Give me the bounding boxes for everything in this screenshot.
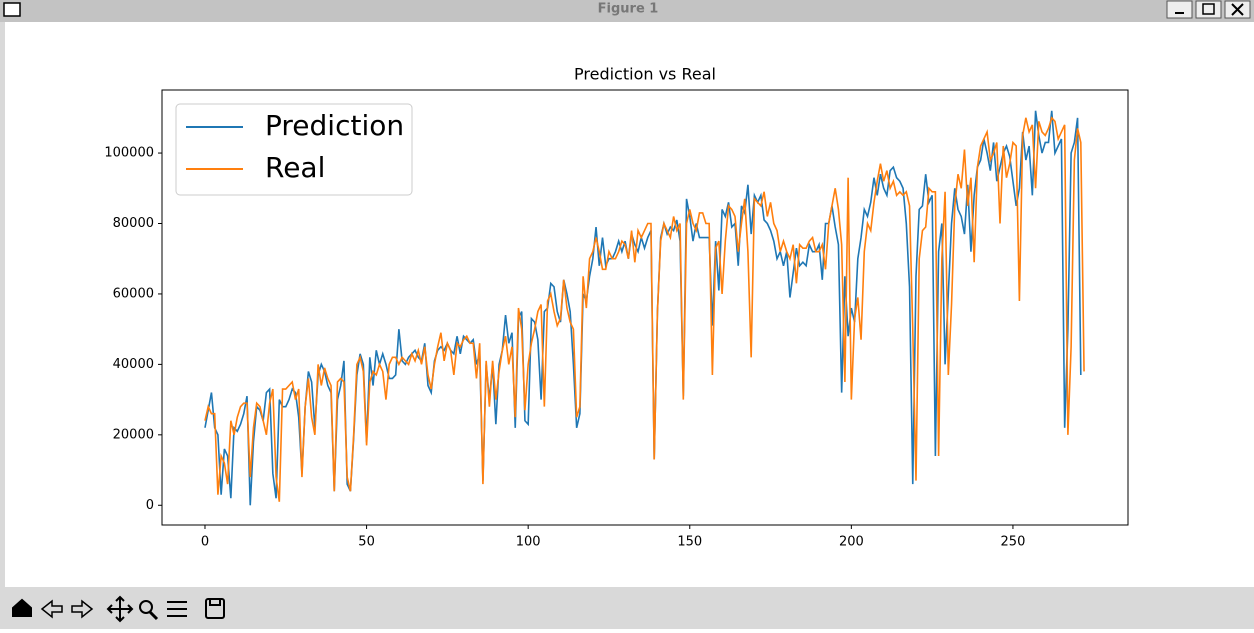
- legend-label: Prediction: [265, 109, 404, 142]
- y-tick-label: 0: [146, 498, 154, 513]
- zoom-handle: [148, 610, 159, 621]
- home-button[interactable]: [12, 598, 32, 617]
- toolbar: [12, 595, 225, 623]
- x-tick-label: 100: [516, 535, 541, 550]
- x-tick-label: 250: [1001, 535, 1026, 550]
- forward-button[interactable]: [71, 599, 94, 619]
- x-tick-label: 0: [201, 535, 209, 550]
- x-tick-label: 50: [358, 535, 375, 550]
- maximize-icon: [1202, 3, 1215, 15]
- back-button[interactable]: [40, 599, 63, 619]
- y-tick-label: 40000: [113, 357, 154, 372]
- save-icon-detail: [209, 598, 221, 606]
- legend-label: Real: [265, 151, 325, 184]
- window-buttons: [1166, 0, 1251, 19]
- y-tick-label: 80000: [113, 216, 154, 231]
- zoom-button[interactable]: [139, 600, 153, 614]
- chart-title: Prediction vs Real: [574, 65, 716, 84]
- pan-button[interactable]: [106, 595, 134, 623]
- y-tick-label: 60000: [113, 286, 154, 301]
- plot: 0 50 100 150 200 250 0 20000 40000 60000 80000 1000…: [104, 103, 1085, 550]
- x-tick-label: 150: [677, 535, 702, 550]
- window-title: Figure 1: [598, 2, 659, 17]
- title-bar: [0, 0, 1254, 22]
- legend: Prediction Real: [175, 103, 413, 196]
- series-line: [204, 116, 1085, 502]
- window-icon: [3, 2, 21, 17]
- minimize-button[interactable]: [1166, 0, 1193, 19]
- x-tick-label: 200: [839, 535, 864, 550]
- configure-button[interactable]: [167, 601, 187, 617]
- close-icon: [1231, 3, 1244, 16]
- y-tick-label: 100000: [104, 146, 154, 161]
- y-tick-label: 20000: [113, 427, 154, 442]
